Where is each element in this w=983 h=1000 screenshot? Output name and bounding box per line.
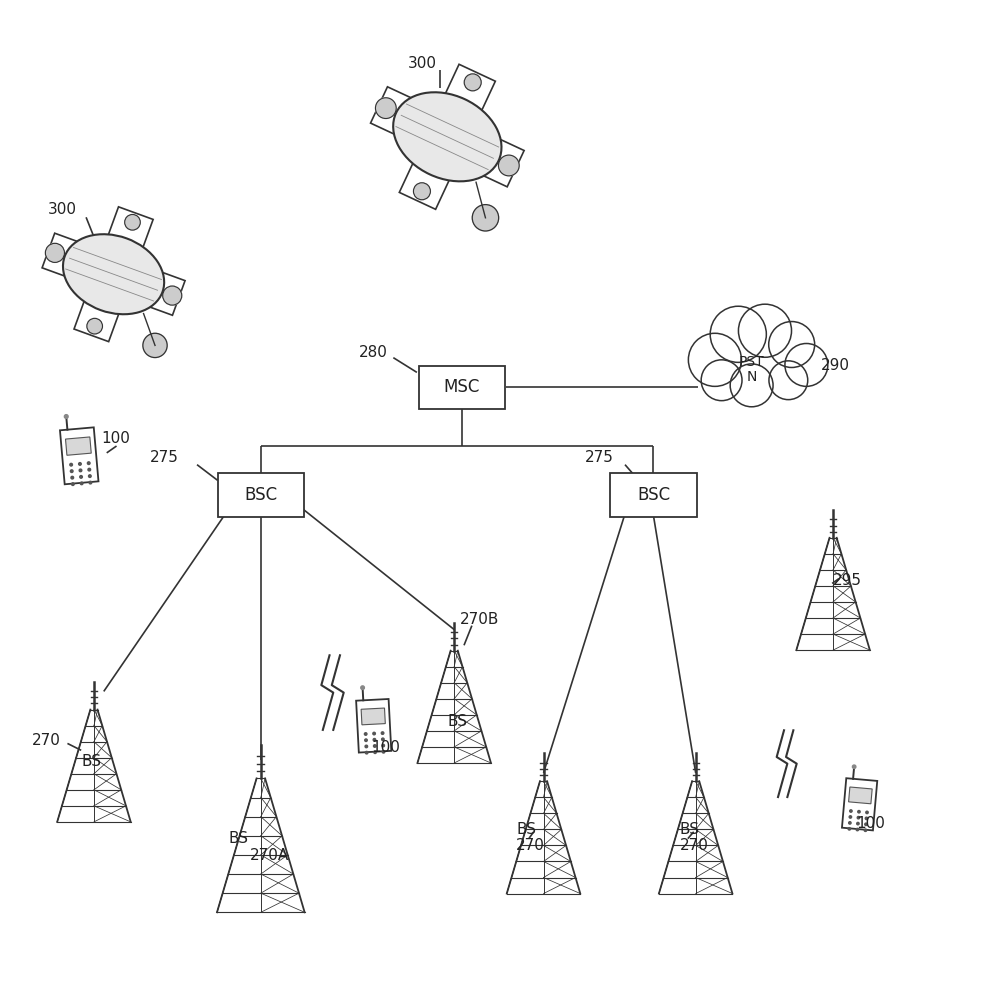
Circle shape xyxy=(71,476,74,479)
Circle shape xyxy=(382,751,384,753)
Circle shape xyxy=(374,739,376,741)
Text: PST
N: PST N xyxy=(739,355,765,384)
Text: BS: BS xyxy=(228,831,249,846)
Circle shape xyxy=(89,481,91,484)
Circle shape xyxy=(730,364,773,407)
Circle shape xyxy=(373,732,376,735)
Text: 270A: 270A xyxy=(250,848,289,863)
Circle shape xyxy=(857,816,860,819)
Text: 300: 300 xyxy=(408,56,437,71)
Text: 275: 275 xyxy=(585,450,613,465)
Circle shape xyxy=(498,155,519,176)
Text: MSC: MSC xyxy=(444,378,481,396)
Circle shape xyxy=(858,811,860,813)
Circle shape xyxy=(381,738,384,741)
Text: 100: 100 xyxy=(101,431,130,446)
Text: 295: 295 xyxy=(834,573,862,588)
Circle shape xyxy=(365,745,368,748)
Circle shape xyxy=(414,183,431,200)
Text: 270B: 270B xyxy=(460,612,499,627)
Circle shape xyxy=(769,361,808,400)
Circle shape xyxy=(849,810,852,812)
Text: 280: 280 xyxy=(359,345,388,360)
Polygon shape xyxy=(60,427,98,484)
Circle shape xyxy=(784,343,828,386)
Circle shape xyxy=(70,463,73,466)
Text: BSC: BSC xyxy=(637,486,670,504)
Polygon shape xyxy=(361,708,385,725)
Text: BS: BS xyxy=(516,822,536,837)
Text: 275: 275 xyxy=(149,450,179,465)
Bar xyxy=(217,473,304,517)
Ellipse shape xyxy=(715,337,802,383)
Circle shape xyxy=(852,765,856,768)
Circle shape xyxy=(848,828,850,830)
Circle shape xyxy=(376,98,396,118)
Circle shape xyxy=(366,751,368,754)
Circle shape xyxy=(701,360,742,401)
Text: 100: 100 xyxy=(372,740,401,755)
Circle shape xyxy=(72,483,74,485)
Bar xyxy=(610,473,697,517)
Circle shape xyxy=(374,751,376,753)
Circle shape xyxy=(81,482,83,485)
Circle shape xyxy=(163,286,182,305)
Circle shape xyxy=(374,745,376,747)
Circle shape xyxy=(856,828,858,831)
Circle shape xyxy=(864,829,867,831)
Circle shape xyxy=(88,475,91,477)
Polygon shape xyxy=(848,787,872,804)
Text: 270: 270 xyxy=(680,838,709,853)
Polygon shape xyxy=(66,437,91,455)
Circle shape xyxy=(472,205,498,231)
Text: 270: 270 xyxy=(32,733,61,748)
Circle shape xyxy=(87,468,90,471)
Text: 270: 270 xyxy=(516,838,545,853)
Polygon shape xyxy=(356,699,391,753)
Circle shape xyxy=(125,214,141,230)
Circle shape xyxy=(71,470,73,472)
Circle shape xyxy=(382,744,384,747)
Circle shape xyxy=(80,476,83,478)
Polygon shape xyxy=(74,207,153,342)
Circle shape xyxy=(738,304,791,357)
Bar xyxy=(419,366,505,409)
Text: BS: BS xyxy=(680,822,700,837)
Text: 100: 100 xyxy=(856,816,886,831)
Text: 290: 290 xyxy=(822,358,850,373)
Circle shape xyxy=(381,732,383,734)
Circle shape xyxy=(361,686,365,689)
Circle shape xyxy=(143,333,167,358)
Ellipse shape xyxy=(393,92,501,181)
Polygon shape xyxy=(399,64,495,209)
Circle shape xyxy=(64,415,68,418)
Circle shape xyxy=(866,811,868,814)
Polygon shape xyxy=(42,233,185,315)
Circle shape xyxy=(849,816,851,818)
Circle shape xyxy=(769,322,815,367)
Text: BS: BS xyxy=(447,714,467,729)
Text: 300: 300 xyxy=(48,202,77,217)
Circle shape xyxy=(865,817,868,820)
Text: BSC: BSC xyxy=(244,486,277,504)
Circle shape xyxy=(87,318,102,334)
Circle shape xyxy=(365,733,367,735)
Circle shape xyxy=(865,823,867,826)
Circle shape xyxy=(365,739,368,741)
Circle shape xyxy=(848,822,851,824)
Circle shape xyxy=(87,462,90,464)
Circle shape xyxy=(688,333,741,386)
Circle shape xyxy=(45,243,65,262)
Polygon shape xyxy=(371,87,524,187)
Circle shape xyxy=(80,469,82,472)
Text: BS: BS xyxy=(82,754,101,769)
Circle shape xyxy=(710,306,767,362)
Circle shape xyxy=(464,74,482,91)
Ellipse shape xyxy=(63,234,164,314)
Circle shape xyxy=(857,822,859,825)
Polygon shape xyxy=(842,778,877,830)
Circle shape xyxy=(79,463,82,465)
